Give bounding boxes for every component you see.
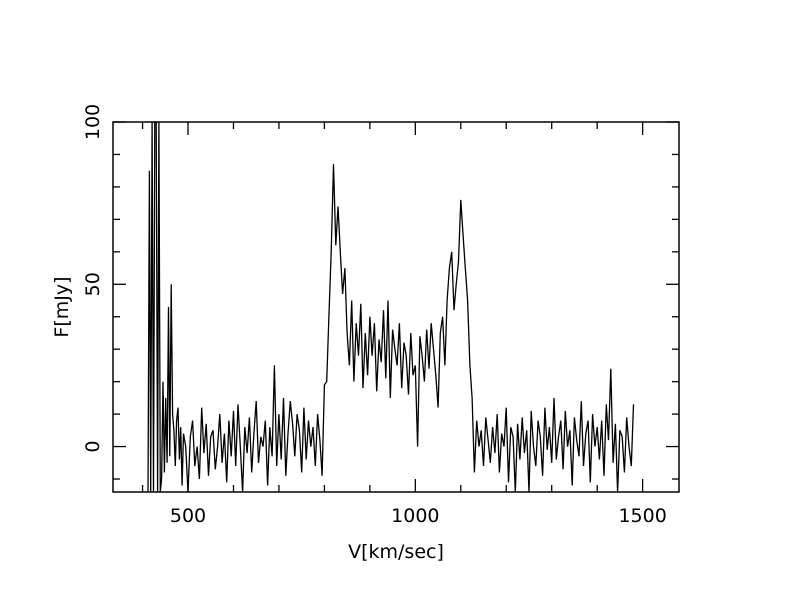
x-tick-label: 1000 (391, 505, 439, 527)
spectrum-series-line (147, 121, 635, 493)
y-tick-label: 50 (82, 272, 104, 296)
y-tick-label: 100 (82, 104, 104, 140)
y-tick-label: 0 (82, 441, 104, 453)
y-axis-label: F[mJy] (51, 276, 73, 337)
x-tick-label: 1500 (618, 505, 666, 527)
axis-tick-labels: 500 1000 1500 0 50 100 (82, 104, 667, 527)
plot-frame (112, 121, 680, 493)
axis-ticks (113, 121, 679, 492)
x-tick-label: 500 (170, 505, 206, 527)
x-axis-label: V[km/sec] (348, 541, 444, 563)
